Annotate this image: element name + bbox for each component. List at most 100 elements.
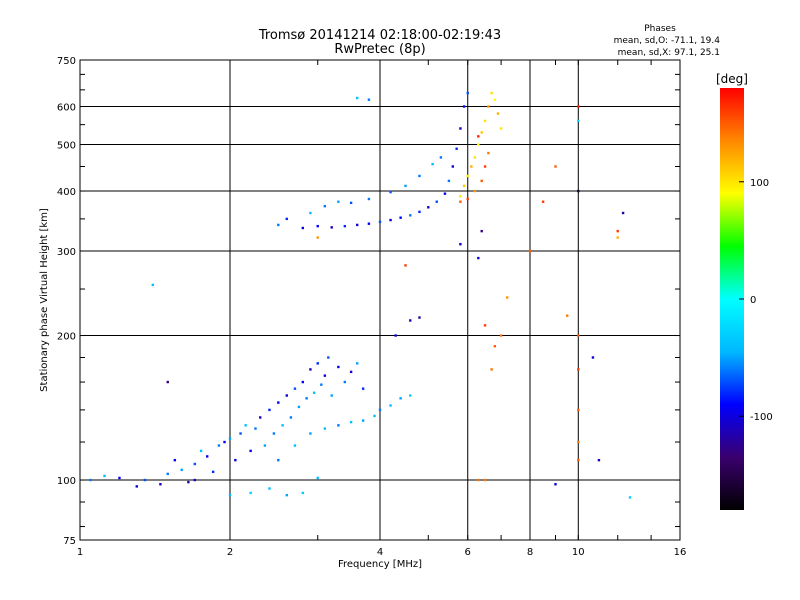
data-point-x-mode [480, 131, 483, 134]
data-point-o-mode [389, 190, 392, 194]
data-point-o-mode [459, 127, 462, 130]
data-point-o-mode [343, 380, 347, 384]
data-point-o-mode [199, 449, 203, 453]
data-point-o-mode [316, 362, 319, 365]
data-point-x-mode [493, 98, 497, 101]
data-point-o-mode [427, 206, 430, 209]
data-point-x-mode [473, 189, 477, 193]
data-point-x-mode [477, 143, 480, 146]
y-tick-label: 400 [57, 187, 76, 198]
y-tick-label: 300 [57, 247, 76, 258]
y-axis-ticks: 75 100 200 300 400 500 600 750 [57, 56, 680, 547]
data-point-o-mode [418, 174, 421, 178]
data-point-x-mode [483, 165, 487, 168]
data-point-o-mode [399, 397, 402, 400]
x-tick-label: 4 [377, 547, 383, 558]
data-point-o-mode [249, 449, 252, 453]
data-point-o-mode [268, 408, 271, 412]
data-point-o-mode [343, 224, 347, 228]
x-axis-ticks: 1 2 4 6 8 10 16 [77, 60, 686, 558]
data-point-o-mode [89, 478, 92, 482]
data-point-x-mode [466, 197, 469, 201]
data-point-o-mode [409, 394, 412, 397]
data-point-o-mode [337, 365, 340, 369]
data-point-o-mode [439, 156, 443, 159]
data-point-o-mode [272, 432, 276, 435]
data-point-o-mode [466, 91, 469, 95]
data-point-o-mode [435, 200, 438, 203]
data-point-x-mode [477, 135, 480, 138]
chart-subtitle: RwPretec (8p) [334, 42, 425, 57]
y-tick-label: 750 [57, 56, 76, 67]
data-point-o-mode [297, 405, 301, 409]
data-point-o-mode [451, 165, 455, 168]
data-point-x-mode [487, 151, 490, 155]
y-tick-label: 75 [63, 536, 76, 547]
data-point-o-mode [337, 424, 340, 427]
data-point-o-mode [285, 217, 288, 221]
data-point-o-mode [228, 437, 232, 440]
data-point-x-mode [499, 334, 503, 337]
data-point-o-mode [399, 216, 402, 219]
data-point-o-mode [367, 98, 371, 101]
data-point-o-mode [193, 478, 197, 482]
y-tick-label: 500 [57, 141, 76, 152]
data-point-o-mode [166, 380, 169, 384]
colorbar-label: [deg] [716, 72, 748, 86]
data-point-o-mode [301, 226, 305, 230]
data-point-o-mode [228, 493, 232, 497]
data-point-x-mode [554, 165, 557, 168]
x-tick-label: 2 [227, 547, 233, 558]
data-point-o-mode [355, 362, 359, 365]
colorbar-tick-label: 0 [750, 295, 756, 306]
data-point-x-mode [616, 229, 619, 233]
data-point-o-mode [459, 242, 462, 246]
data-point-o-mode [205, 455, 209, 458]
data-point-o-mode [378, 408, 382, 412]
data-point-x-mode [496, 112, 500, 115]
data-point-o-mode [159, 483, 162, 486]
data-point-o-mode [118, 476, 121, 480]
data-point-o-mode [621, 211, 625, 215]
y-axis-label: Stationary phase Virtual Height [km] [39, 208, 50, 392]
data-point-o-mode [151, 283, 155, 287]
data-point-o-mode [389, 218, 392, 222]
data-point-o-mode [447, 179, 451, 183]
data-point-o-mode [285, 394, 288, 397]
data-point-o-mode [234, 458, 237, 462]
data-point-o-mode [301, 491, 305, 495]
x-tick-label: 10 [572, 547, 585, 558]
data-point-o-mode [293, 444, 297, 447]
data-point-o-mode [418, 316, 421, 319]
data-point-o-mode [327, 356, 330, 359]
colorbar-tick-label: 100 [750, 178, 769, 189]
data-point-x-mode [480, 179, 483, 183]
data-point-o-mode [249, 491, 252, 495]
data-point-o-mode [349, 201, 353, 205]
data-point-x-mode [487, 105, 490, 108]
data-point-o-mode [361, 419, 365, 422]
grid-lines [80, 60, 680, 540]
data-point-o-mode [378, 220, 382, 224]
x-tick-label: 1 [77, 547, 83, 558]
data-point-x-mode [565, 314, 569, 317]
data-point-o-mode [193, 462, 197, 466]
data-point-o-mode [349, 370, 353, 374]
data-point-o-mode [223, 440, 226, 444]
data-point-o-mode [135, 485, 138, 488]
data-point-o-mode [180, 468, 183, 472]
data-point-x-mode [499, 127, 503, 130]
data-point-o-mode [431, 162, 434, 166]
data-point-x-mode [528, 249, 532, 253]
x-tick-label: 6 [465, 547, 471, 558]
data-point-o-mode [477, 256, 480, 260]
data-point-o-mode [254, 427, 257, 430]
data-point-o-mode [361, 387, 365, 390]
data-point-o-mode [211, 470, 215, 474]
data-point-x-mode [483, 478, 487, 482]
data-point-x-mode [462, 184, 466, 188]
data-point-x-mode [459, 200, 462, 203]
data-point-o-mode [554, 483, 557, 486]
data-point-o-mode [316, 224, 319, 228]
data-point-x-mode [493, 345, 497, 348]
